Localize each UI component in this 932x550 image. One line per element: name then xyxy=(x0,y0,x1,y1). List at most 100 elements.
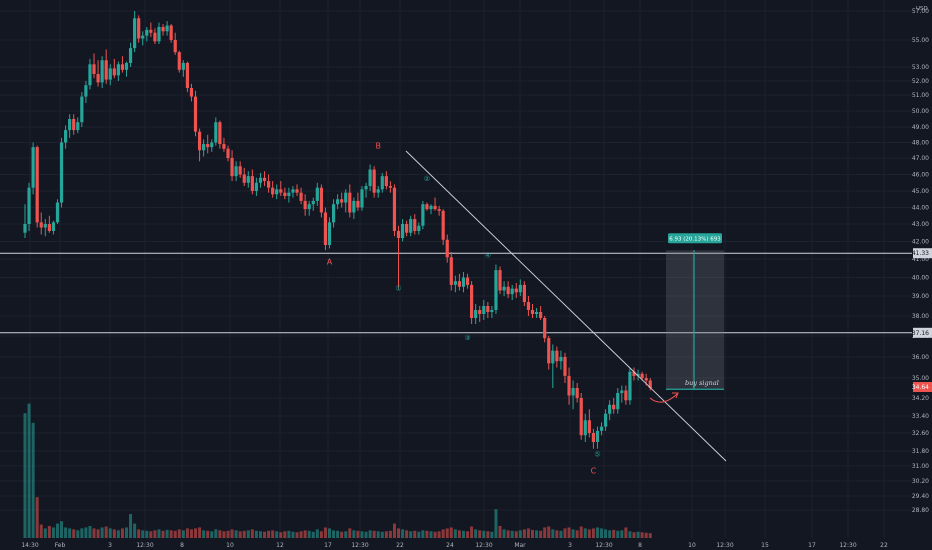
time-tick-label: 12:30 xyxy=(351,542,368,549)
volume-bar xyxy=(624,527,628,538)
volume-bar xyxy=(311,531,315,538)
volume-bar xyxy=(165,529,169,538)
time-axis[interactable]: 14:30 Feb 3 12:30 8 10 12 17 12:30 22 24 12:30 Mar 3 1… xyxy=(0,538,912,550)
price-tick-label: 41.00 xyxy=(912,256,929,263)
volume-bar xyxy=(392,523,396,538)
volume-bar xyxy=(323,527,327,538)
candle-body xyxy=(372,169,376,193)
candle-body xyxy=(599,426,604,431)
volume-bar xyxy=(185,528,189,538)
volume-bar xyxy=(230,529,234,538)
time-tick-label: 12:30 xyxy=(595,542,612,549)
candle-body xyxy=(559,357,563,362)
candle-body xyxy=(632,371,636,376)
volume-bar xyxy=(234,530,238,538)
candle-body xyxy=(157,26,161,42)
volume-bar xyxy=(173,530,177,538)
candle-body xyxy=(307,204,311,210)
candle-body xyxy=(104,60,108,80)
volume-bar xyxy=(551,529,555,538)
volume-bar xyxy=(567,527,571,538)
candle-body xyxy=(583,420,587,436)
volume-bar xyxy=(137,529,141,538)
candle-body xyxy=(137,18,141,39)
volume-bar xyxy=(616,530,620,538)
volume-bar xyxy=(92,528,96,538)
buy-signal-text: buy signal xyxy=(685,379,719,387)
volume-bar xyxy=(125,527,128,538)
volume-bar xyxy=(218,530,222,538)
candle-body xyxy=(364,186,368,190)
volume-bar xyxy=(149,531,153,538)
horizontal-lines[interactable] xyxy=(0,252,912,334)
volume-bar xyxy=(583,528,587,538)
candle-body xyxy=(47,224,51,231)
candle-body xyxy=(457,281,462,287)
price-axis[interactable]: 57.00 55.00 53.00 52.00 51.00 50.00 49.00 48.00… xyxy=(912,0,932,550)
candle-body xyxy=(482,306,486,314)
candle-body xyxy=(465,277,470,285)
candle-body xyxy=(206,144,210,148)
candle-body xyxy=(400,224,405,238)
candle-body xyxy=(23,224,27,233)
volume-bar xyxy=(291,531,295,538)
volume-bar xyxy=(571,529,575,538)
wave-label: ④ xyxy=(485,251,491,259)
volume-bar xyxy=(352,530,356,538)
candle-body xyxy=(185,62,189,88)
price-tick-label: 44.00 xyxy=(912,205,929,212)
volume-bar xyxy=(194,528,198,538)
candle-body xyxy=(616,393,620,410)
price-tick-label: 53.00 xyxy=(912,64,929,71)
candle-body xyxy=(311,200,315,205)
candle-body xyxy=(340,199,344,203)
volume-bar xyxy=(514,531,518,538)
candle-body xyxy=(222,144,226,149)
volume-bar xyxy=(177,529,181,538)
candle-body xyxy=(161,26,165,32)
buy-signal-arrowhead xyxy=(672,392,679,399)
candle-body xyxy=(283,192,287,196)
price-line-tag-text: 41.33 xyxy=(912,250,929,257)
grid xyxy=(0,0,912,538)
long-position-tool[interactable]: 6.93 (20.13%) 693 xyxy=(666,233,724,390)
price-tick-label: 46.00 xyxy=(912,172,929,179)
price-tick-label: 32.60 xyxy=(912,430,929,437)
candle-body xyxy=(522,284,526,302)
volume-bar xyxy=(595,527,599,538)
volume-bar xyxy=(214,529,218,538)
time-tick-label: 24 xyxy=(446,542,454,549)
price-tick-label: 49.00 xyxy=(912,124,929,131)
volume-bar xyxy=(437,531,441,538)
volume-bar xyxy=(579,526,583,538)
time-tick-label: Feb xyxy=(55,542,66,549)
candle-body xyxy=(88,64,92,86)
price-tick-label: 33.40 xyxy=(912,413,929,420)
candle-body xyxy=(128,48,133,63)
price-tick-label: 35.00 xyxy=(912,375,929,382)
candle-body xyxy=(275,189,279,195)
volume-bar xyxy=(401,529,405,538)
candle-body xyxy=(425,204,429,210)
price-axis-background xyxy=(912,0,932,550)
volume-bar xyxy=(157,529,161,538)
price-tick-label: 47.00 xyxy=(912,155,929,162)
volume-bar xyxy=(429,531,433,538)
candle-body xyxy=(368,169,372,187)
candle-body xyxy=(258,177,263,183)
price-tick-label: 52.00 xyxy=(912,78,929,85)
candle-body xyxy=(64,130,68,143)
volume-bar xyxy=(600,528,604,538)
candle-body xyxy=(214,122,218,143)
volume-bar xyxy=(287,530,291,538)
drawings[interactable]: B A C ① ② ③ ④ ⑤ buy signal xyxy=(327,142,727,476)
price-tick-label: 30.20 xyxy=(912,478,929,485)
candle-body xyxy=(234,166,238,177)
price-tick-label: 29.40 xyxy=(912,493,929,500)
candle-body xyxy=(55,202,60,223)
candle-body xyxy=(226,148,230,158)
time-tick-label: 17 xyxy=(808,542,816,549)
candle-body xyxy=(299,192,303,201)
